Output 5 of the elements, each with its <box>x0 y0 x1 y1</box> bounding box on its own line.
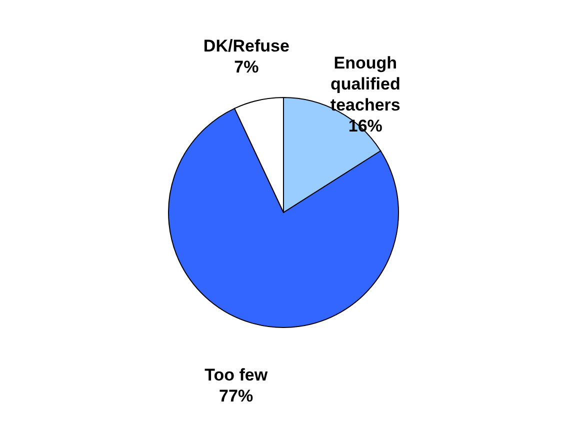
data-label: 7% <box>234 58 259 77</box>
slice-label: Enough qualified teachers <box>330 54 400 115</box>
data-label: 77% <box>219 386 254 406</box>
slice-label: DK/Refuse <box>203 36 290 56</box>
slice-label: Too few <box>204 366 268 385</box>
